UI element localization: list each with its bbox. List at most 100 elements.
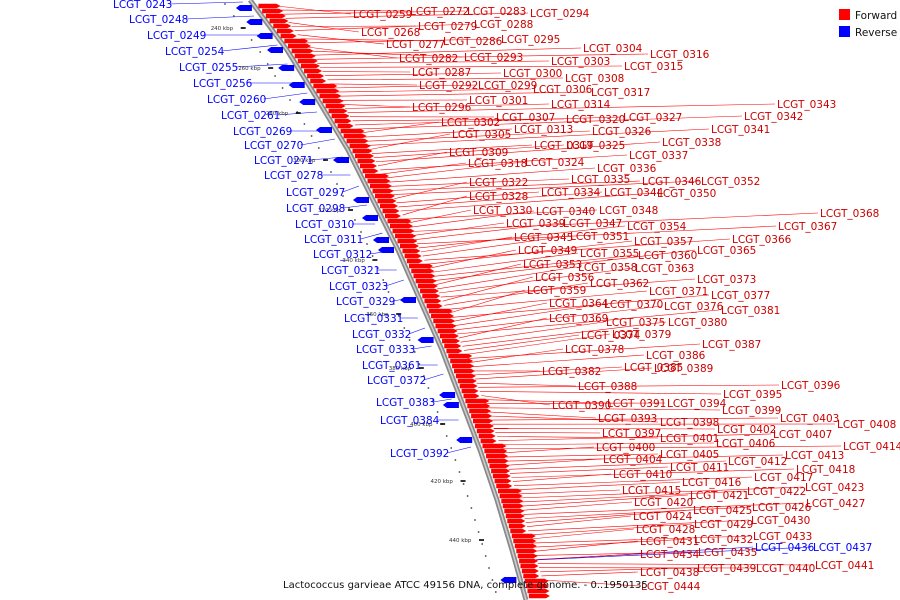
forward-gene-label: LCGT_0418 — [796, 464, 855, 476]
connector-line — [406, 209, 472, 224]
connector-line — [496, 436, 659, 439]
forward-feature — [380, 203, 398, 209]
reverse-feature — [333, 157, 349, 163]
connector-line — [451, 302, 548, 322]
scale-dot — [354, 219, 356, 221]
scale-dot — [360, 231, 362, 233]
forward-feature — [337, 123, 354, 129]
forward-gene-label: LCGT_0393 — [598, 413, 657, 425]
scale-dot — [387, 291, 390, 293]
forward-gene-label: LCGT_0376 — [664, 301, 724, 313]
forward-gene-label: LCGT_0416 — [682, 477, 742, 489]
forward-feature — [453, 368, 475, 374]
connector-line — [470, 354, 645, 368]
forward-gene-label: LCGT_0341 — [711, 124, 770, 136]
forward-gene-label: LCGT_0368 — [820, 208, 879, 220]
forward-feature — [357, 158, 376, 164]
forward-gene-label: LCGT_0411 — [670, 462, 729, 474]
forward-feature — [442, 338, 461, 344]
forward-gene-label: LCGT_0423 — [805, 482, 864, 494]
connector-line — [303, 38, 500, 44]
reverse-gene-label: LCGT_0278 — [264, 170, 323, 182]
reverse-feature — [353, 197, 369, 203]
scale-tick-label: 240 kbp — [211, 26, 234, 32]
forward-feature — [486, 453, 509, 459]
connector-line — [309, 50, 463, 58]
forward-gene-label: LCGT_0367 — [778, 221, 837, 233]
forward-feature — [526, 583, 550, 589]
forward-feature — [459, 383, 478, 389]
forward-gene-label: LCGT_0396 — [781, 380, 841, 392]
reverse-gene-label: LCGT_0331 — [344, 313, 403, 325]
forward-gene-label: LCGT_0259 — [353, 9, 412, 21]
forward-gene-label: LCGT_0347 — [563, 218, 622, 230]
forward-gene-label: LCGT_0378 — [565, 344, 624, 356]
forward-gene-label: LCGT_0272 — [410, 6, 469, 18]
connector-line — [390, 180, 641, 191]
forward-gene-label: LCGT_0360 — [638, 250, 697, 262]
forward-feature — [387, 218, 412, 224]
connector-line — [235, 63, 288, 68]
connector-line — [314, 53, 649, 60]
forward-gene-label: LCGT_0373 — [697, 274, 756, 286]
connector-line — [379, 154, 628, 171]
forward-gene-label: LCGT_0431 — [640, 536, 699, 548]
forward-feature — [367, 178, 391, 184]
scale-dot — [462, 483, 465, 485]
forward-gene-label: LCGT_0335 — [571, 174, 630, 186]
forward-gene-label: LCGT_0338 — [662, 137, 721, 149]
scale-tick-label: 300 kbp — [293, 158, 316, 164]
forward-gene-label: LCGT_0326 — [592, 126, 652, 138]
connector-line — [476, 382, 577, 387]
forward-feature — [265, 13, 286, 19]
forward-gene-label: LCGT_0375 — [606, 317, 665, 329]
forward-feature — [471, 413, 493, 419]
connector-line — [431, 254, 637, 277]
forward-gene-label: LCGT_0294 — [530, 8, 590, 20]
scale-dot — [494, 591, 497, 593]
forward-gene-label: LCGT_0319 — [534, 140, 593, 152]
forward-feature — [355, 153, 374, 159]
connector-line — [400, 192, 656, 212]
forward-gene-label: LCGT_0304 — [583, 43, 643, 55]
forward-gene-label: LCGT_0286 — [443, 36, 503, 48]
forward-gene-label: LCGT_0322 — [469, 177, 528, 189]
forward-feature — [469, 408, 492, 414]
forward-feature — [507, 518, 526, 524]
connector-line — [530, 528, 635, 540]
forward-feature — [437, 328, 458, 334]
forward-gene-label: LCGT_0405 — [660, 449, 719, 461]
map-caption: Lactococcus garvieae ATCC 49156 DNA, com… — [283, 580, 648, 591]
forward-feature — [362, 168, 379, 174]
forward-feature — [450, 358, 474, 364]
forward-gene-label: LCGT_0404 — [603, 454, 663, 466]
connector-line — [410, 212, 819, 232]
forward-feature — [461, 388, 479, 394]
forward-feature — [413, 273, 436, 279]
forward-feature — [426, 303, 443, 309]
forward-gene-label: LCGT_0343 — [777, 99, 836, 111]
connector-line — [371, 144, 533, 154]
connector-line — [495, 432, 601, 434]
forward-feature — [505, 513, 525, 519]
connector-line — [516, 489, 621, 495]
forward-gene-label: LCGT_0309 — [449, 147, 508, 159]
forward-feature — [276, 28, 294, 34]
reverse-feature — [246, 19, 263, 25]
reverse-gene-label: LCGT_0270 — [244, 140, 303, 152]
connector-line — [520, 494, 689, 507]
scale-dot — [481, 543, 484, 545]
forward-gene-label: LCGT_0400 — [596, 442, 655, 454]
forward-feature — [514, 543, 537, 549]
forward-feature — [431, 313, 455, 319]
scale-dot — [432, 399, 434, 401]
forward-gene-label: LCGT_0414 — [843, 441, 900, 453]
connector-line — [312, 47, 582, 56]
forward-feature — [446, 348, 463, 354]
scale-dot — [477, 531, 480, 533]
reverse-gene-label: LCGT_0372 — [367, 375, 426, 387]
scale-dot — [436, 411, 439, 413]
forward-gene-label: LCGT_0352 — [701, 176, 760, 188]
connector-line — [332, 84, 477, 89]
forward-gene-label: LCGT_0421 — [690, 490, 749, 502]
